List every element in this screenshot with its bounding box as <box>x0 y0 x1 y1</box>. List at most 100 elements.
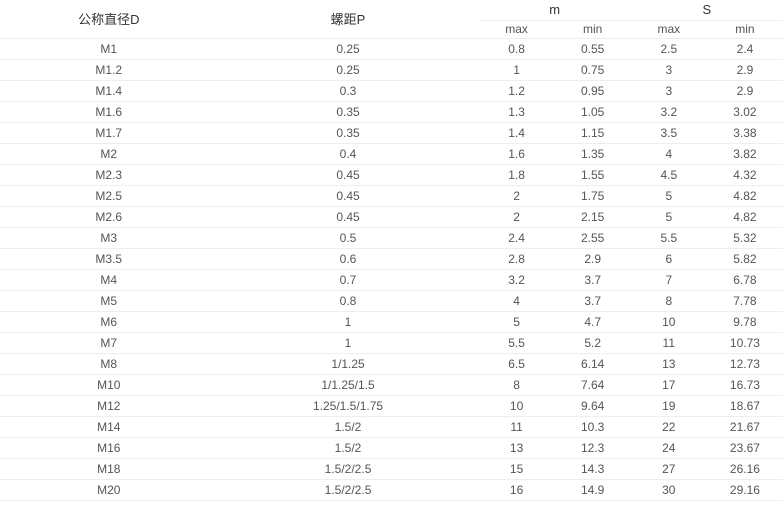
cell-pitch: 0.35 <box>218 122 479 143</box>
cell-m-min: 0.75 <box>555 59 631 80</box>
cell-m-max: 3.2 <box>479 269 555 290</box>
cell-s-max: 24 <box>631 437 707 458</box>
cell-pitch: 0.45 <box>218 185 479 206</box>
cell-s-max: 5.5 <box>631 227 707 248</box>
cell-s-max: 7 <box>631 269 707 290</box>
table-row: M2.60.4522.1554.82 <box>0 206 783 227</box>
cell-pitch: 1/1.25 <box>218 353 479 374</box>
cell-diameter: M1.6 <box>0 101 218 122</box>
cell-diameter: M1.2 <box>0 59 218 80</box>
cell-m-min: 2.9 <box>555 248 631 269</box>
cell-pitch: 0.25 <box>218 38 479 59</box>
cell-s-max: 8 <box>631 290 707 311</box>
cell-m-max: 11 <box>479 416 555 437</box>
cell-m-max: 2 <box>479 185 555 206</box>
cell-diameter: M1.7 <box>0 122 218 143</box>
cell-s-max: 3 <box>631 80 707 101</box>
cell-m-min: 3.7 <box>555 290 631 311</box>
table-row: M50.843.787.78 <box>0 290 783 311</box>
cell-m-min: 0.55 <box>555 38 631 59</box>
cell-pitch: 0.8 <box>218 290 479 311</box>
cell-m-max: 1.6 <box>479 143 555 164</box>
cell-diameter: M1.4 <box>0 80 218 101</box>
cell-diameter: M18 <box>0 458 218 479</box>
cell-pitch: 1 <box>218 332 479 353</box>
cell-m-max: 16 <box>479 479 555 500</box>
cell-m-min: 1.55 <box>555 164 631 185</box>
cell-s-max: 2.5 <box>631 38 707 59</box>
cell-m-max: 1 <box>479 59 555 80</box>
cell-diameter: M4 <box>0 269 218 290</box>
cell-s-min: 29.16 <box>707 479 783 500</box>
cell-m-max: 15 <box>479 458 555 479</box>
cell-pitch: 0.7 <box>218 269 479 290</box>
cell-diameter: M20 <box>0 479 218 500</box>
cell-pitch: 1.25/1.5/1.75 <box>218 395 479 416</box>
cell-s-max: 27 <box>631 458 707 479</box>
cell-s-min: 3.82 <box>707 143 783 164</box>
col-header-s-min: min <box>707 20 783 38</box>
cell-m-min: 1.35 <box>555 143 631 164</box>
cell-s-min: 21.67 <box>707 416 783 437</box>
cell-s-min: 10.73 <box>707 332 783 353</box>
cell-m-max: 2 <box>479 206 555 227</box>
col-header-s: S <box>631 0 783 20</box>
table-row: M1.60.351.31.053.23.02 <box>0 101 783 122</box>
cell-pitch: 0.45 <box>218 206 479 227</box>
table-row: M161.5/21312.32423.67 <box>0 437 783 458</box>
table-row: M1.20.2510.7532.9 <box>0 59 783 80</box>
cell-m-max: 5 <box>479 311 555 332</box>
cell-diameter: M5 <box>0 290 218 311</box>
col-header-m-min: min <box>555 20 631 38</box>
cell-s-min: 18.67 <box>707 395 783 416</box>
table-row: M141.5/21110.32221.67 <box>0 416 783 437</box>
cell-s-min: 26.16 <box>707 458 783 479</box>
cell-s-max: 6 <box>631 248 707 269</box>
col-header-diameter: 公称直径D <box>0 0 218 38</box>
cell-pitch: 0.35 <box>218 101 479 122</box>
cell-s-min: 3.38 <box>707 122 783 143</box>
cell-diameter: M3 <box>0 227 218 248</box>
cell-s-max: 3.5 <box>631 122 707 143</box>
cell-m-max: 8 <box>479 374 555 395</box>
cell-s-max: 17 <box>631 374 707 395</box>
cell-m-max: 13 <box>479 437 555 458</box>
cell-diameter: M1 <box>0 38 218 59</box>
cell-s-min: 2.9 <box>707 80 783 101</box>
col-header-pitch: 螺距P <box>218 0 479 38</box>
cell-s-max: 3 <box>631 59 707 80</box>
cell-m-min: 0.95 <box>555 80 631 101</box>
table-row: M101/1.25/1.587.641716.73 <box>0 374 783 395</box>
table-row: M3.50.62.82.965.82 <box>0 248 783 269</box>
table-row: M6154.7109.78 <box>0 311 783 332</box>
table-row: M20.41.61.3543.82 <box>0 143 783 164</box>
table-row: M2.30.451.81.554.54.32 <box>0 164 783 185</box>
table-row: M715.55.21110.73 <box>0 332 783 353</box>
table-row: M201.5/2/2.51614.93029.16 <box>0 479 783 500</box>
cell-s-min: 6.78 <box>707 269 783 290</box>
cell-s-min: 5.32 <box>707 227 783 248</box>
cell-s-max: 13 <box>631 353 707 374</box>
cell-diameter: M6 <box>0 311 218 332</box>
table-body: M10.250.80.552.52.4M1.20.2510.7532.9M1.4… <box>0 38 783 500</box>
cell-m-max: 2.4 <box>479 227 555 248</box>
cell-s-max: 5 <box>631 185 707 206</box>
table-row: M40.73.23.776.78 <box>0 269 783 290</box>
table-row: M81/1.256.56.141312.73 <box>0 353 783 374</box>
cell-s-max: 4 <box>631 143 707 164</box>
cell-s-min: 4.82 <box>707 185 783 206</box>
cell-m-max: 2.8 <box>479 248 555 269</box>
cell-m-min: 10.3 <box>555 416 631 437</box>
cell-s-min: 2.4 <box>707 38 783 59</box>
cell-m-min: 12.3 <box>555 437 631 458</box>
cell-m-min: 1.15 <box>555 122 631 143</box>
cell-s-max: 10 <box>631 311 707 332</box>
cell-m-min: 5.2 <box>555 332 631 353</box>
cell-m-min: 4.7 <box>555 311 631 332</box>
cell-m-max: 0.8 <box>479 38 555 59</box>
cell-m-max: 1.3 <box>479 101 555 122</box>
cell-m-min: 2.15 <box>555 206 631 227</box>
spec-table: 公称直径D 螺距P m S max min max min M10.250.80… <box>0 0 783 501</box>
table-header-row-1: 公称直径D 螺距P m S <box>0 0 783 20</box>
cell-pitch: 1.5/2/2.5 <box>218 479 479 500</box>
